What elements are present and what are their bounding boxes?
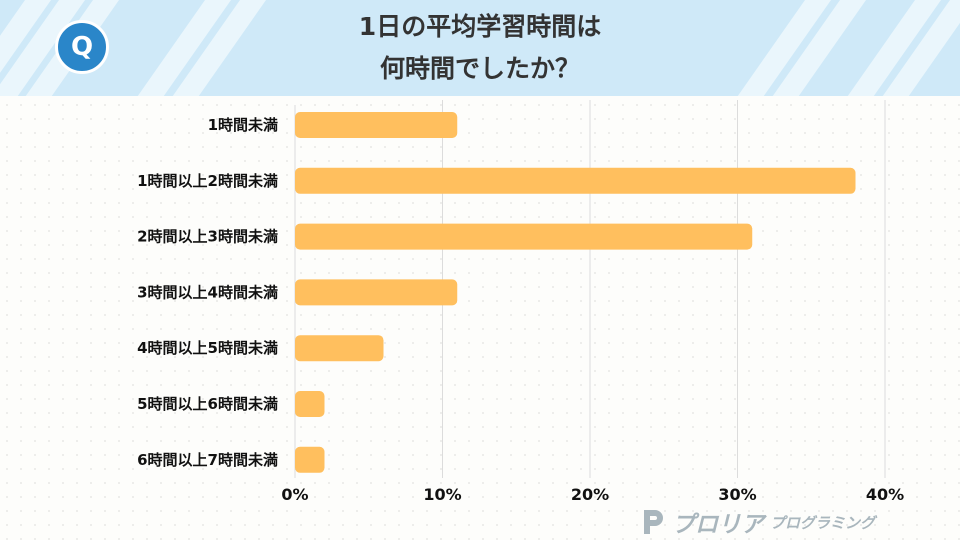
bar bbox=[295, 167, 856, 194]
category-label: 3時間以上4時間未満 bbox=[137, 283, 278, 301]
brand-logo: プロリア プログラミング bbox=[640, 505, 875, 539]
category-label: 4時間以上5時間未満 bbox=[137, 339, 278, 357]
question-badge: Q bbox=[55, 20, 109, 74]
bar bbox=[295, 391, 325, 417]
bar bbox=[295, 446, 325, 473]
x-tick-label: 20% bbox=[571, 485, 609, 504]
header-banner: Q 1日の平均学習時間は 何時間でしたか？ bbox=[0, 0, 960, 96]
x-tick-label: 0% bbox=[281, 485, 308, 504]
logo-name: プロリア bbox=[672, 512, 764, 538]
chart-title: 1日の平均学習時間は 何時間でしたか？ bbox=[200, 6, 760, 90]
category-label: 2時間以上3時間未満 bbox=[137, 228, 278, 246]
bar bbox=[295, 335, 384, 362]
proria-logo-icon bbox=[644, 510, 663, 534]
title-line-2: 何時間でしたか？ bbox=[379, 54, 580, 83]
category-label: 1時間未満 bbox=[208, 116, 278, 134]
category-label: 5時間以上6時間未満 bbox=[137, 395, 278, 413]
bar bbox=[295, 279, 458, 306]
category-label: 6時間以上7時間未満 bbox=[137, 451, 278, 469]
x-tick-label: 30% bbox=[718, 485, 756, 504]
logo-subtitle: プログラミング bbox=[770, 513, 876, 532]
bar bbox=[295, 112, 458, 138]
bar bbox=[295, 223, 753, 250]
x-tick-label: 10% bbox=[423, 485, 461, 504]
x-tick-label: 40% bbox=[866, 485, 904, 504]
category-label: 1時間以上2時間未満 bbox=[137, 172, 278, 190]
title-line-1: 1日の平均学習時間は bbox=[358, 12, 602, 41]
